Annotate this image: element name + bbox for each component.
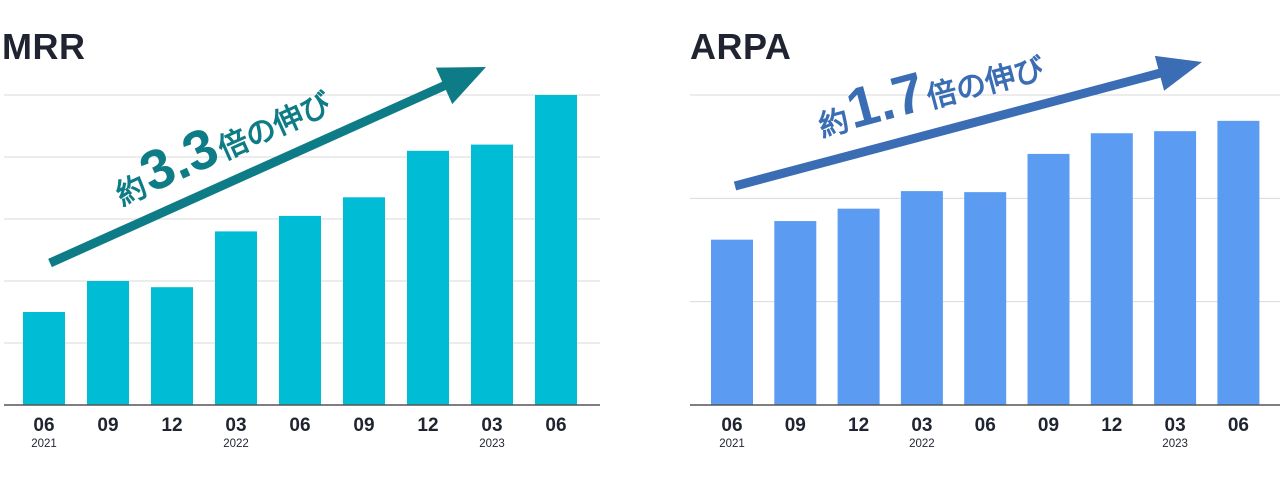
bar: [343, 197, 385, 405]
x-tick-label: 06: [33, 415, 54, 436]
bar: [900, 191, 943, 405]
x-tick-label: 09: [353, 415, 374, 436]
x-year-label: 2021: [719, 438, 745, 450]
bar: [837, 208, 880, 405]
x-tick-label: 06: [545, 415, 566, 436]
mrr-chart: 06 2021 09 12 03 2022 06 09 12 03 2023 06 約3.3倍の伸び: [4, 64, 600, 450]
x-tick-label: 03: [225, 415, 246, 436]
bar: [1090, 133, 1133, 405]
bar: [535, 95, 577, 405]
bar: [87, 281, 129, 405]
x-tick-label: 12: [161, 415, 182, 436]
x-tick-label: 06: [1228, 415, 1249, 436]
x-tick-label: 09: [785, 415, 806, 436]
annotation-suffix: 倍の伸び: [213, 86, 337, 167]
growth-arrow-head: [1154, 55, 1202, 91]
bar: [279, 215, 321, 405]
bar: [407, 150, 449, 405]
bar: [1217, 120, 1260, 405]
growth-arrow: [733, 68, 1163, 191]
x-tick-label: 03: [1165, 415, 1186, 436]
bar: [215, 231, 257, 405]
bar: [964, 192, 1007, 405]
bar: [711, 239, 753, 405]
x-tick-label: 09: [97, 415, 118, 436]
x-year-label: 2022: [223, 438, 249, 450]
bar: [1154, 131, 1197, 405]
chart-title: MRR: [2, 26, 86, 67]
x-year-label: 2023: [479, 438, 505, 450]
x-tick-label: 09: [1038, 415, 1059, 436]
x-year-label: 2023: [1162, 438, 1188, 450]
x-tick-label: 12: [417, 415, 438, 436]
annotation-value: 1.7: [840, 59, 931, 140]
mrr-chart-panel: MRR 06 2021 09 12 03 2022 06 09 12 03 2023 06 約3.3倍の…: [0, 0, 620, 480]
x-tick-label: 06: [289, 415, 310, 436]
growth-arrow: [48, 80, 448, 268]
bar: [774, 221, 817, 405]
chart-title: ARPA: [690, 26, 792, 67]
bar: [23, 312, 65, 405]
bar: [151, 287, 193, 405]
x-tick-label: 12: [1101, 415, 1122, 436]
x-tick-label: 06: [721, 415, 742, 436]
x-tick-label: 03: [911, 415, 932, 436]
arpa-chart-panel: ARPA 06 2021 09 12 03 2022 06 09 12 03 2023 06 約1.7倍…: [650, 0, 1280, 480]
bar: [1027, 153, 1070, 405]
x-year-label: 2021: [31, 438, 57, 450]
growth-annotation: 約3.3倍の伸び: [101, 64, 338, 217]
growth-arrow-head: [435, 67, 486, 105]
x-tick-label: 12: [848, 415, 869, 436]
x-year-label: 2022: [909, 438, 935, 450]
x-tick-label: 03: [481, 415, 502, 436]
bar: [471, 144, 513, 405]
x-tick-label: 06: [975, 415, 996, 436]
